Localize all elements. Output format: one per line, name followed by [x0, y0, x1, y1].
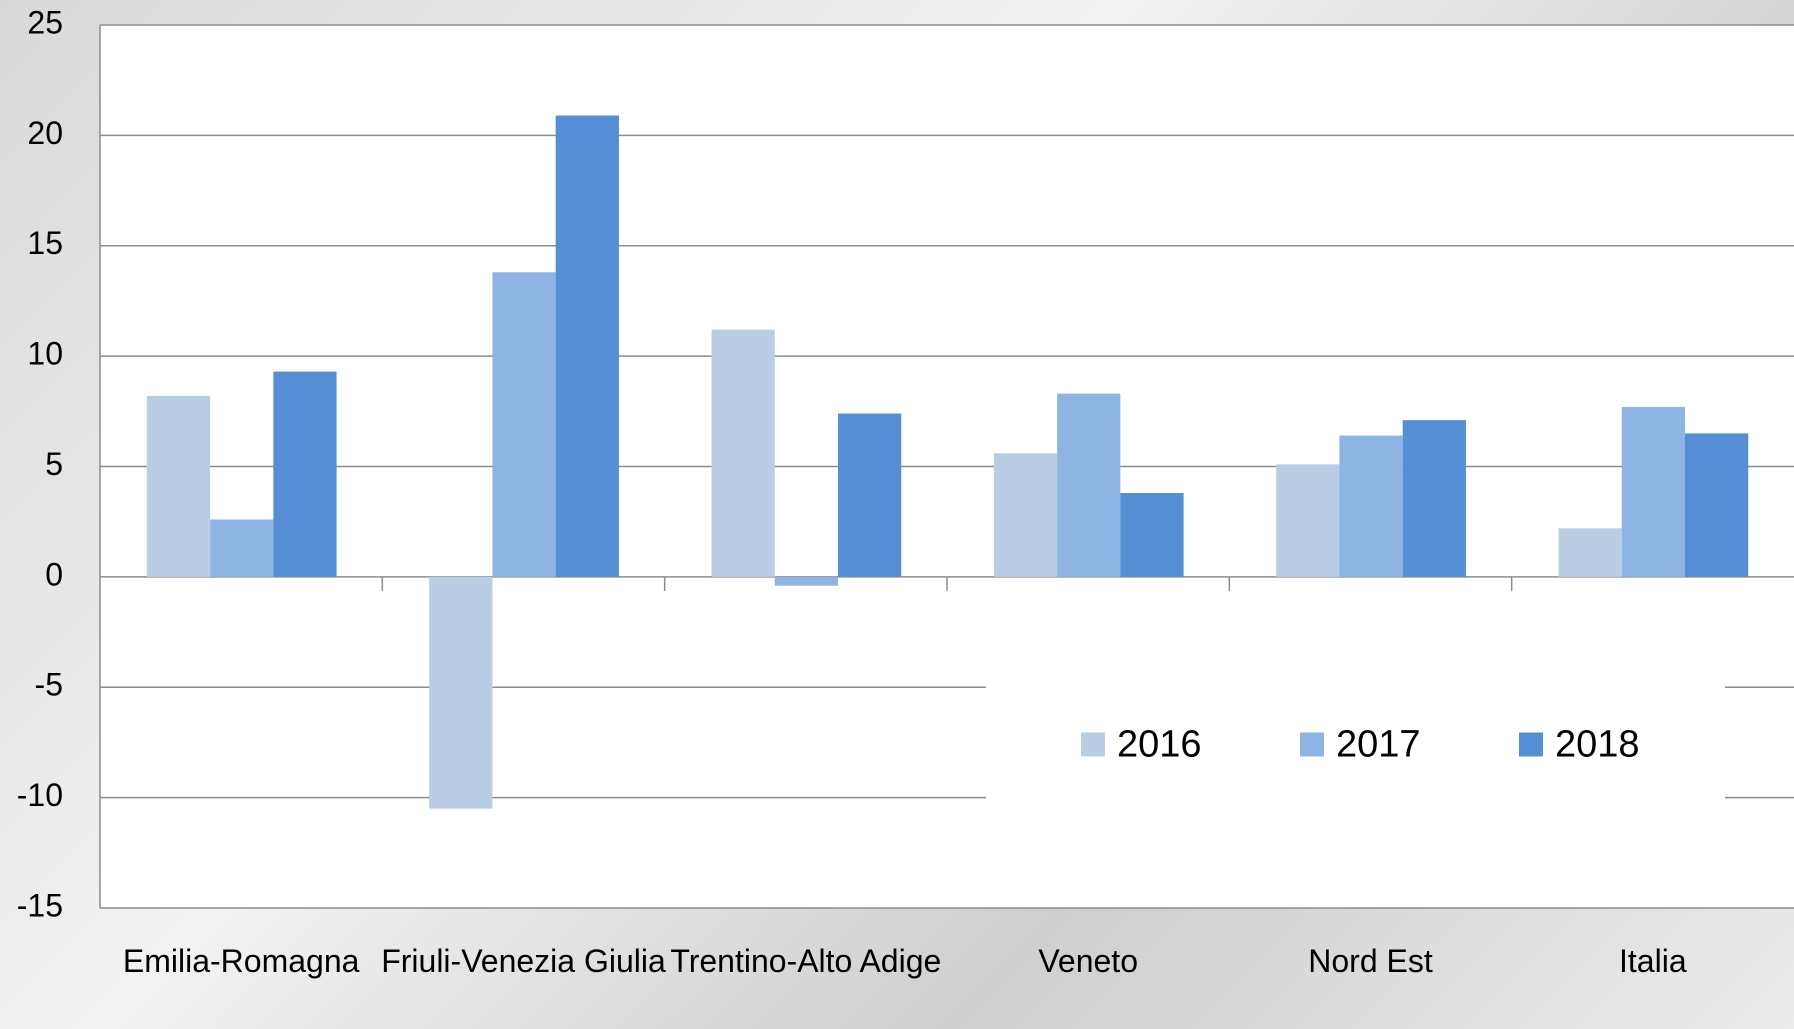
- bar: [492, 272, 556, 577]
- bar: [273, 371, 337, 577]
- bar: [1558, 528, 1622, 577]
- x-tick-label-box: Italia: [1619, 943, 1687, 979]
- bar: [555, 115, 619, 577]
- legend-label: 2016: [1117, 724, 1202, 766]
- x-tick-label: Trentino-Alto Adige: [670, 943, 942, 979]
- x-tick-label-box: Nord Est: [1308, 943, 1433, 979]
- bar: [774, 576, 839, 586]
- bar: [1339, 435, 1403, 577]
- bar: [210, 519, 274, 577]
- y-tick-label: 10: [27, 336, 63, 372]
- y-tick-label: 15: [27, 225, 63, 261]
- legend-swatch: [1081, 732, 1105, 757]
- x-tick-label: Friuli-Venezia Giulia: [381, 943, 666, 979]
- legend-label: 2018: [1555, 724, 1640, 766]
- bar: [711, 329, 775, 577]
- x-tick-label-box: Veneto: [1038, 943, 1138, 979]
- bar: [838, 413, 902, 577]
- y-tick-label: 25: [27, 4, 63, 40]
- legend-swatch: [1300, 732, 1324, 757]
- bar: [1120, 492, 1184, 577]
- bar: [993, 453, 1058, 577]
- bar: [1057, 393, 1121, 577]
- y-tick-label: 20: [27, 115, 63, 151]
- x-tick-label-box: Emilia-Romagna: [122, 943, 360, 979]
- legend-label: 2017: [1336, 724, 1421, 766]
- legend-swatch: [1519, 732, 1543, 757]
- x-tick-label: Nord Est: [1308, 943, 1433, 979]
- y-tick-label: 5: [45, 446, 63, 482]
- y-tick-label: 0: [45, 556, 63, 592]
- bar: [429, 576, 493, 809]
- bar: [1621, 406, 1686, 577]
- y-tick-label: -10: [17, 777, 63, 813]
- bar: [1685, 433, 1749, 577]
- x-tick-label: Italia: [1619, 943, 1687, 979]
- bar: [1402, 420, 1466, 577]
- legend: [986, 675, 1725, 812]
- y-tick-label: -5: [35, 667, 63, 703]
- x-tick-label-box: Friuli-Venezia Giulia: [381, 943, 666, 979]
- x-tick-label: Veneto: [1038, 943, 1138, 979]
- y-tick-label: -15: [17, 887, 63, 923]
- x-tick-label: Emilia-Romagna: [122, 943, 360, 979]
- x-tick-label-box: Trentino-Alto Adige: [670, 943, 942, 979]
- bar: [146, 395, 211, 577]
- bar: [1276, 464, 1340, 577]
